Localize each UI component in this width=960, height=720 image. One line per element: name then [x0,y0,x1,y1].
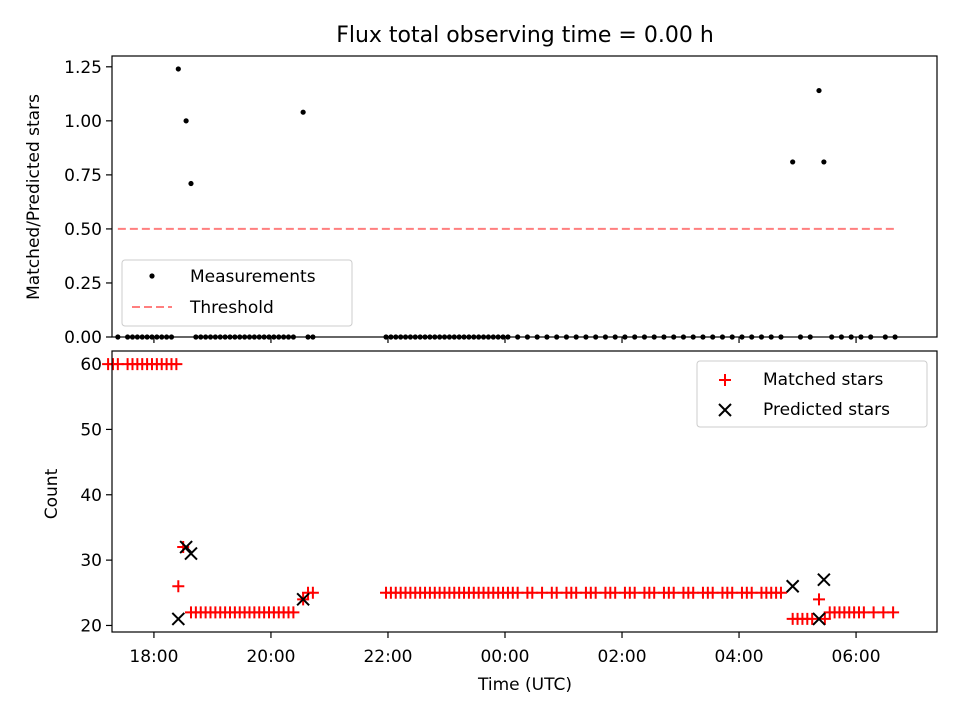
predicted-star-point [785,579,800,593]
matched-star-point [818,612,831,625]
measurement-point [821,159,827,165]
top-y-tick-label: 0.50 [64,220,102,240]
top-chart-title: Flux total observing time = 0.00 h [336,23,714,48]
legend-predicted-marker [718,403,732,417]
bottom-y-tick-label: 20 [80,616,102,636]
predicted-star-point [171,612,186,626]
bottom-y-tick-label: 50 [80,420,102,440]
top-y-tick-label: 1.00 [64,112,102,132]
top-axes: Matched/Predicted stars 0.00 0.25 0.50 0.75… [24,55,938,348]
top-x-ticks [153,337,857,343]
bottom-y-tick-label: 30 [80,551,102,571]
bottom-legend-box [696,360,928,428]
predicted-star-point [296,592,310,607]
legend-matched-label: Matched stars [763,370,883,390]
matched-star-point [170,358,183,371]
measurement-point [175,66,181,72]
bottom-x-tick-label: 00:00 [480,647,529,667]
predicted-star-point [179,540,193,554]
top-y-tick-label: 0.75 [64,166,102,186]
bottom-x-tick-label: 06:00 [832,647,881,667]
matched-star-point [774,586,787,599]
bottom-y-axis-label: Count [42,468,62,519]
bottom-x-axis-label: Time (UTC) [477,675,572,695]
bottom-y-tick-label: 40 [80,486,102,506]
top-y-ticks: 0.00 0.25 0.50 0.75 1.00 1.25 [64,58,112,348]
bottom-y-tick-label: 60 [80,355,102,375]
predicted-star-point [812,612,826,626]
bottom-y-ticks: 20 30 40 50 60 [80,355,112,636]
matched-star-point [287,606,300,619]
predicted-star-point [184,546,198,561]
legend-measurements-marker [149,273,155,279]
top-legend: Measurements Threshold [121,259,353,327]
measurement-point [188,180,194,187]
bottom-legend: Matched stars Predicted stars [696,360,928,428]
legend-matched-marker [719,374,731,386]
bottom-x-tick-label: 22:00 [363,647,412,667]
bottom-plot-area [102,358,900,626]
bottom-axes-frame [111,350,938,633]
top-y-tick-label: 1.25 [64,58,102,78]
bottom-x-tick-label: 20:00 [246,647,295,667]
bottom-x-ticks: 18:00 20:00 22:00 00:00 02:00 04:00 06:00 [129,632,881,667]
top-y-tick-label: 0.00 [64,328,102,348]
matched-star-point [887,606,900,619]
top-y-tick-label: 0.25 [64,274,102,294]
measurement-point [300,109,306,115]
matched-star-point [806,612,819,625]
top-y-axis-label: Matched/Predicted stars [24,94,44,300]
legend-threshold-label: Threshold [189,298,274,318]
bottom-x-tick-label: 18:00 [129,647,178,667]
matched-star-point [813,593,826,606]
top-axes-frame [111,55,938,338]
legend-measurements-label: Measurements [190,267,316,287]
matched-star-point [306,586,319,599]
measurement-point [183,118,189,124]
bottom-x-tick-label: 02:00 [598,647,647,667]
legend-predicted-label: Predicted stars [763,400,890,420]
measurement-point [816,87,822,94]
bottom-axes: Count Time (UTC) 20 30 40 50 60 18:00 20:00 22… [42,350,938,695]
bottom-x-tick-label: 04:00 [715,647,764,667]
measurement-point [790,159,796,165]
matched-star-point [172,580,185,593]
predicted-star-point [817,573,831,587]
top-legend-box [121,259,353,327]
